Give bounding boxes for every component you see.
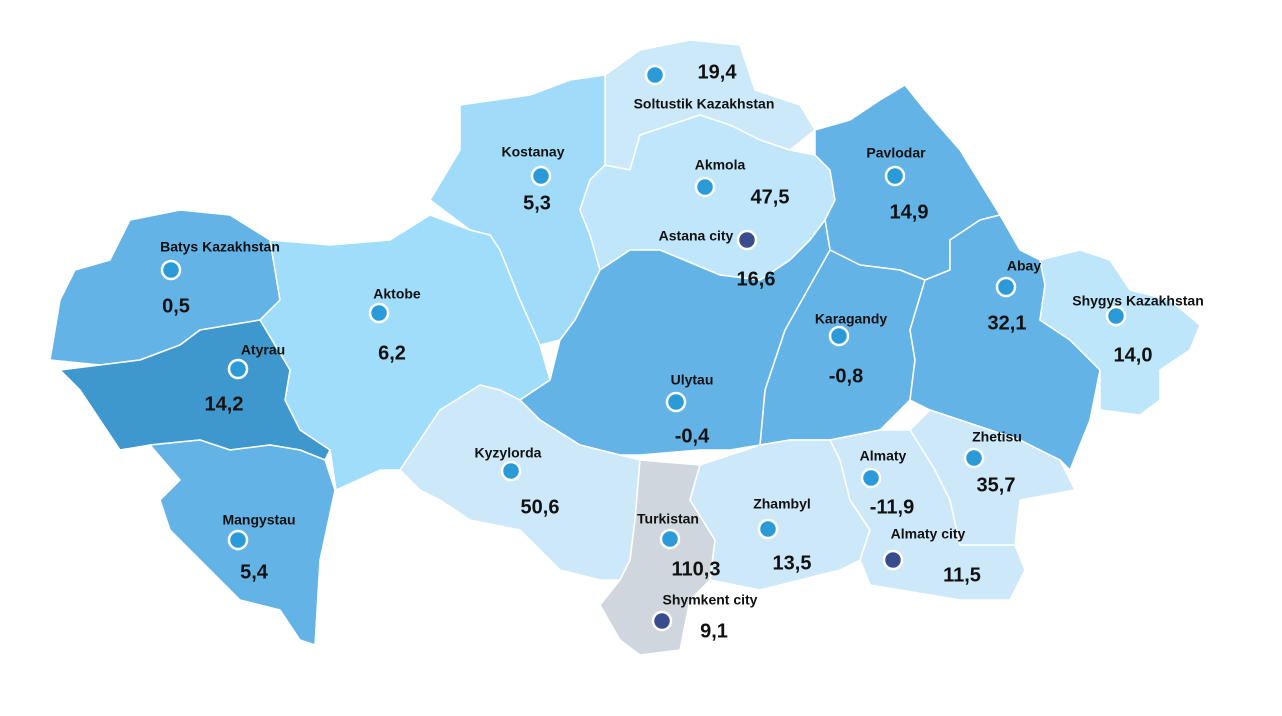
region-marker xyxy=(884,165,906,187)
region-value: 5,4 xyxy=(240,561,269,583)
region-name: Atyrau xyxy=(241,342,285,358)
region-value: 32,1 xyxy=(988,312,1027,334)
region-name: Mangystau xyxy=(222,512,295,528)
region-name: Pavlodar xyxy=(866,145,926,161)
region-marker xyxy=(1105,305,1127,327)
region-value: 14,2 xyxy=(205,393,244,415)
region-value: 50,6 xyxy=(521,496,560,518)
region-marker xyxy=(860,467,882,489)
region-value: 14,0 xyxy=(1114,344,1153,366)
region-marker xyxy=(651,610,673,632)
region-marker xyxy=(963,447,985,469)
region-name: Kyzylorda xyxy=(475,445,542,461)
region-name: Zhetisu xyxy=(972,429,1022,445)
region-marker xyxy=(530,165,552,187)
region-name: Almaty xyxy=(860,448,907,464)
region-value: -11,9 xyxy=(870,496,914,518)
region-marker xyxy=(659,528,681,550)
region-name: Aktobe xyxy=(373,286,421,302)
region-marker xyxy=(160,259,182,281)
region-value: 5,3 xyxy=(523,192,551,214)
region-shape xyxy=(59,319,331,461)
region-shape xyxy=(1039,249,1201,416)
region-name: Shymkent city xyxy=(663,592,758,608)
region-value: 11,5 xyxy=(943,564,981,586)
region-value: 6,2 xyxy=(378,342,406,364)
region-name: Akmola xyxy=(695,157,746,173)
region-marker xyxy=(882,549,904,571)
region-value: 14,9 xyxy=(890,201,929,223)
region-marker xyxy=(644,64,666,86)
region-marker xyxy=(694,176,716,198)
region-marker xyxy=(227,529,249,551)
region-name: Almaty city xyxy=(891,526,966,542)
region-value: -0,4 xyxy=(675,425,710,447)
region-name: Astana city xyxy=(659,228,734,244)
region-marker xyxy=(757,518,779,540)
region-marker xyxy=(736,229,758,251)
region-marker xyxy=(828,325,850,347)
region-value: -0,8 xyxy=(829,365,863,387)
region-value: 110,3 xyxy=(672,558,721,580)
region-name: Kostanay xyxy=(501,144,564,160)
region-name: Turkistan xyxy=(637,511,699,527)
region-name: Zhambyl xyxy=(753,496,811,512)
regions xyxy=(49,39,1201,656)
labels: Soltustik Kazakhstan 19,4 Kostanay 5,3 Akmol… xyxy=(160,61,1204,642)
region-shape xyxy=(909,409,1076,546)
region-marker xyxy=(368,302,390,324)
region-value: 0,5 xyxy=(162,295,190,317)
region-marker xyxy=(995,276,1017,298)
region-marker xyxy=(227,358,249,380)
region-shape xyxy=(519,219,831,456)
region-value: 16,6 xyxy=(737,268,776,290)
region-marker xyxy=(665,391,687,413)
region-value: 13,5 xyxy=(773,552,812,574)
region-value: 19,4 xyxy=(698,61,738,83)
region-name: Batys Kazakhstan xyxy=(160,239,280,255)
region-marker xyxy=(500,460,522,482)
region-name: Ulytau xyxy=(671,372,714,388)
region-name: Karagandy xyxy=(815,311,888,327)
region-value: 9,1 xyxy=(700,620,728,642)
region-name: Abay xyxy=(1007,258,1041,274)
region-value: 47,5 xyxy=(751,186,790,208)
region-name: Soltustik Kazakhstan xyxy=(634,96,775,112)
region-value: 35,7 xyxy=(977,474,1016,496)
region-name: Shygys Kazakhstan xyxy=(1072,293,1204,309)
